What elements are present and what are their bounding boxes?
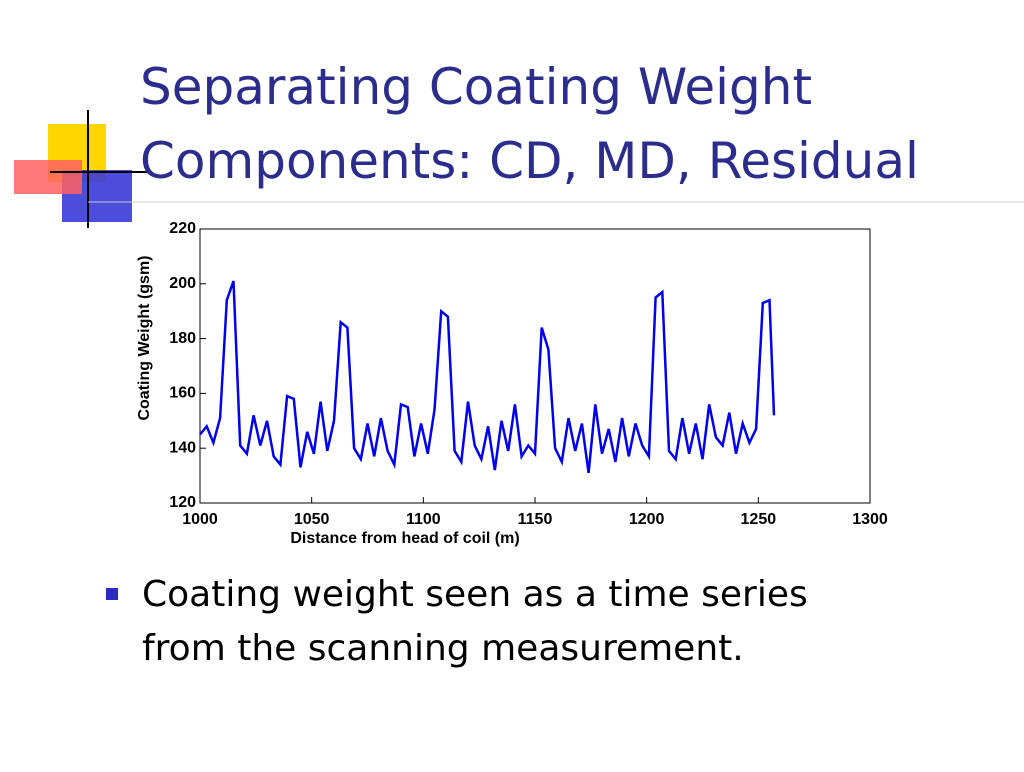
chart: 1000 1050 1100 1150 1200 1250 1300 120 140 160 180… (136, 220, 888, 547)
y-tick-label: 120 (169, 494, 196, 511)
deco-red (14, 160, 82, 194)
x-axis-label: Distance from head of coil (m) (290, 530, 519, 547)
y-tick-label: 180 (169, 330, 196, 347)
y-tick-label: 140 (169, 439, 196, 456)
title-line: Separating Coating Weight (140, 58, 812, 116)
x-tick-label: 1050 (294, 511, 330, 528)
title-line: Components: CD, MD, Residual (140, 132, 919, 190)
y-tick-label: 200 (169, 275, 196, 292)
data-line (199, 280, 776, 474)
y-tick-label: 160 (169, 385, 196, 402)
y-axis-label: Coating Weight (gsm) (136, 255, 153, 420)
x-tick-label: 1100 (406, 511, 441, 528)
x-tick-label: 1200 (629, 511, 665, 528)
x-tick-label: 1300 (852, 511, 888, 528)
y-tick-label: 220 (169, 220, 196, 237)
x-tick-label: 1000 (182, 511, 218, 528)
x-tick-label: 1250 (741, 511, 777, 528)
bullet-text: from the scanning measurement. (142, 628, 744, 669)
x-tick-label: 1150 (518, 511, 553, 528)
bullet-marker (106, 588, 118, 600)
bullet-text: Coating weight seen as a time series (142, 574, 808, 615)
